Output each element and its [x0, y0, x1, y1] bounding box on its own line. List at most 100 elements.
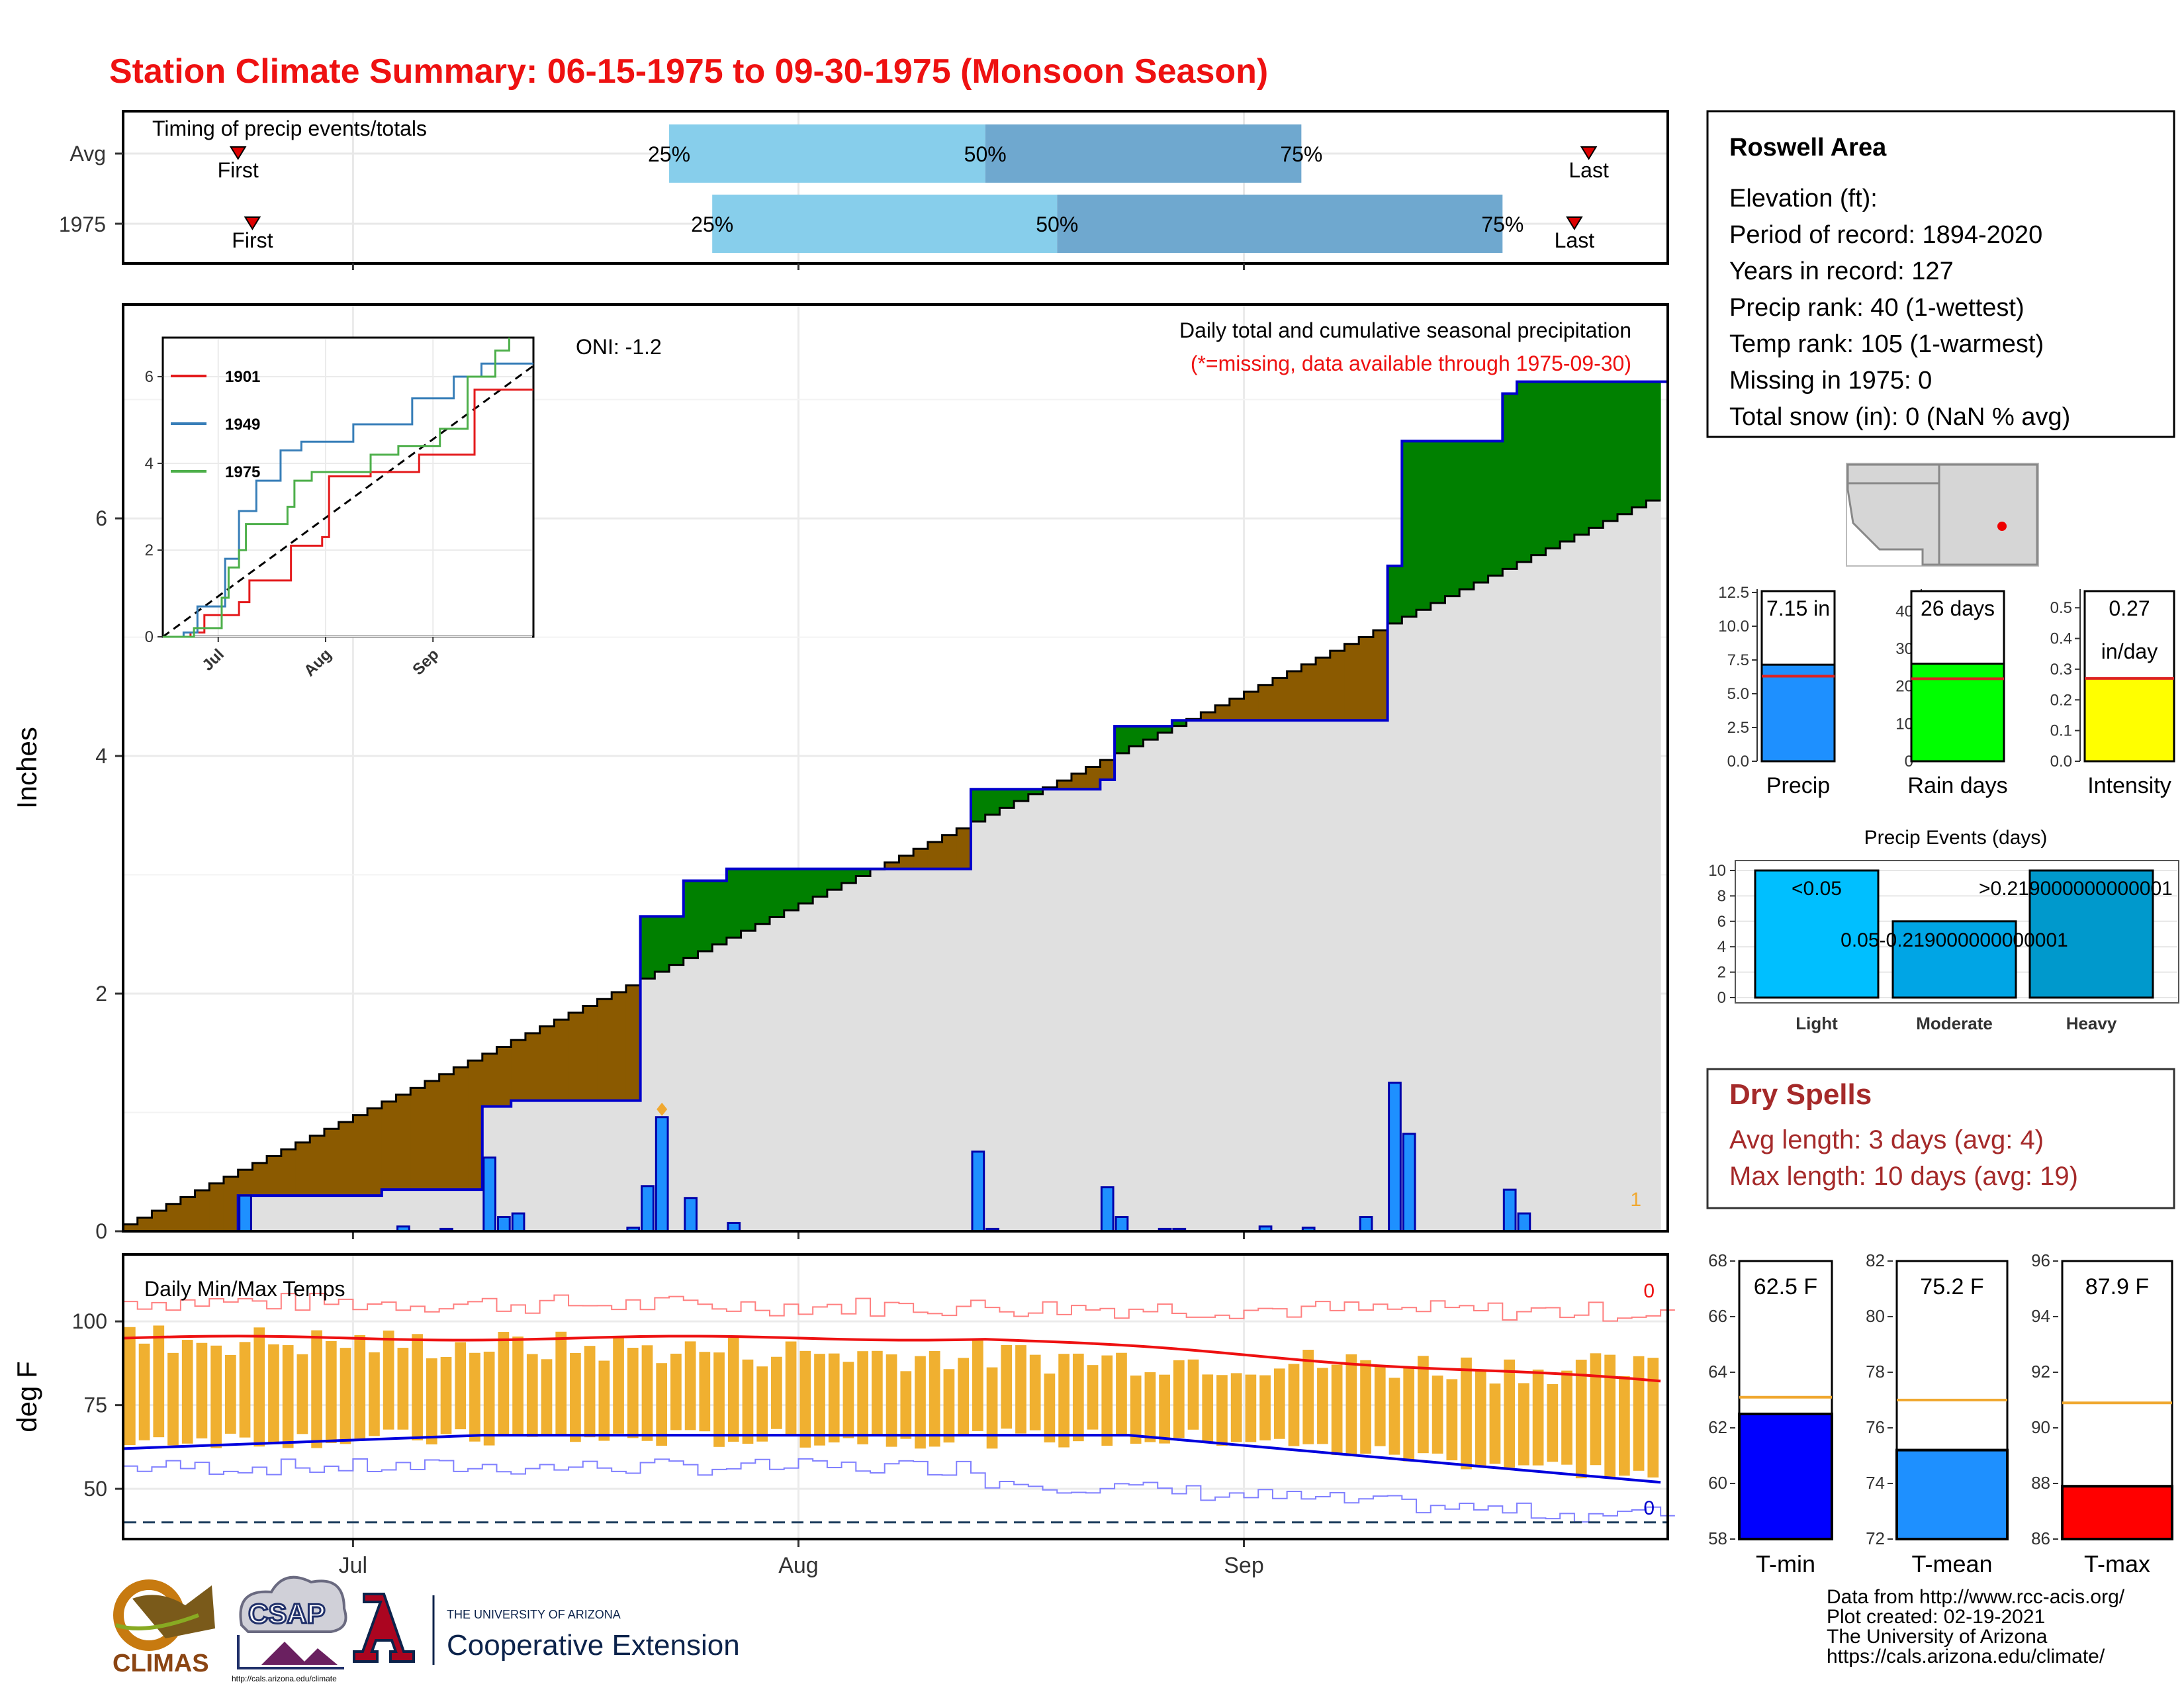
cumulative-base-area [1402, 616, 1417, 1231]
daily-temp-bar [1432, 1376, 1443, 1454]
daily-precip-bar [238, 1194, 252, 1233]
cumulative-base-area [539, 1100, 555, 1231]
map-states [1846, 463, 2038, 566]
temp-title: Daily Min/Max Temps [144, 1277, 345, 1301]
mini-bar-unit-label: in/day [2101, 639, 2158, 663]
mini-ytick-label: 0.3 [2050, 661, 2072, 679]
cumulative-base-area [597, 1100, 612, 1231]
daily-temp-bar [641, 1345, 653, 1441]
events-light-text: <0.05 [1792, 878, 1842, 900]
mini-ytick-label: 0.0 [2050, 753, 2072, 771]
daily-temp-bar [886, 1354, 897, 1447]
info-line-temp-rank: Temp rank: 105 (1-warmest) [1729, 330, 2044, 358]
climas-logo: CLIMAS [113, 1579, 215, 1677]
footer-line-created: Plot created: 02-19-2021 [1827, 1606, 2045, 1628]
cumulative-base-area [669, 964, 684, 1231]
precip-ylabel: Inches [11, 727, 42, 809]
temp-bar-ytick-label: 66 [1708, 1306, 1727, 1326]
cumulative-base-area [1215, 720, 1230, 1231]
cumulative-base-area [1416, 610, 1432, 1231]
above-average-area [770, 868, 785, 917]
ua-small-text: THE UNIVERSITY OF ARIZONA [447, 1608, 621, 1621]
cumulative-base-area [1316, 720, 1331, 1231]
below-average-area [353, 1115, 368, 1196]
daily-temp-bar [799, 1350, 811, 1448]
below-average-area [1301, 664, 1316, 721]
daily-precip-bar [497, 1215, 511, 1233]
cumulative-base-area [1574, 534, 1590, 1232]
cumulative-base-area [755, 923, 770, 1231]
temp-bar-value [1895, 1448, 2009, 1541]
temp-bar-ytick-label: 92 [2031, 1362, 2050, 1382]
cumulative-base-area [582, 1100, 598, 1231]
timing-q75-label: 75% [1481, 212, 1524, 236]
daily-temp-bar [785, 1341, 797, 1436]
cumulative-base-area [1287, 720, 1302, 1231]
corner-count: 1 [1630, 1189, 1641, 1211]
cumulative-base-area [698, 951, 713, 1231]
timing-row-label-year: 1975 [59, 212, 106, 236]
inset-ytick-label: 4 [145, 455, 154, 473]
cumulative-base-area [1057, 789, 1072, 1231]
cumulative-base-area [295, 1196, 310, 1231]
temp-summary-bars: 58 60 62 64 66 68 62.5 F T-min 72 74 76 78 80 82 75.2 … [1708, 1250, 2173, 1577]
daily-temp-bar [972, 1340, 983, 1431]
daily-temp-bar [1101, 1355, 1113, 1446]
above-average-area [726, 868, 742, 938]
missing-note: (*=missing, data available through 1975-… [1191, 352, 1631, 375]
daily-temp-bar [727, 1337, 739, 1442]
mini-ytick-label: 0.2 [2050, 691, 2072, 709]
temp-bar-ytick-label: 62 [1708, 1417, 1727, 1437]
daily-temp-bar [1590, 1353, 1602, 1466]
cumulative-base-area [410, 1190, 426, 1231]
below-average-area [424, 1081, 440, 1190]
below-average-area [1057, 780, 1072, 790]
below-average-area [396, 1094, 411, 1190]
daily-temp-bar [397, 1348, 409, 1430]
daily-temp-bar [1489, 1383, 1501, 1464]
cumulative-base-area [1473, 582, 1489, 1231]
daily-temp-bar [426, 1358, 437, 1445]
above-average-area [1171, 720, 1187, 726]
cumulative-base-area [1143, 739, 1158, 1231]
cumulative-base-area [956, 868, 972, 1231]
daily-temp-bar [670, 1353, 682, 1430]
mini-ytick-label: 0.1 [2050, 722, 2072, 740]
mini-bar-label: Precip [1766, 773, 1830, 798]
cumulative-base-area [640, 978, 655, 1231]
temp-bar-ytick-label: 60 [1708, 1473, 1727, 1493]
daily-temp-bar [541, 1359, 553, 1434]
below-average-area [166, 1203, 181, 1231]
cumulative-base-area [726, 937, 742, 1231]
above-average-area [999, 789, 1015, 808]
events-bar-label: Moderate [1916, 1013, 1993, 1033]
below-average-area [439, 1074, 454, 1190]
daily-temp-bar [526, 1354, 538, 1437]
cumulative-base-area [899, 868, 914, 1231]
temp-bar-ytick-label: 68 [1708, 1250, 1727, 1270]
cumulative-base-area [1028, 794, 1044, 1231]
inset-series-1901 [163, 389, 533, 638]
inset-average-line [162, 365, 534, 638]
cumulative-base-area [1042, 789, 1058, 1231]
cumulative-base-area [999, 808, 1015, 1231]
timing-q75-label: 75% [1280, 142, 1322, 166]
above-average-area [1502, 393, 1518, 569]
footer-line-univ: The University of Arizona [1827, 1626, 2048, 1648]
cumulative-base-area [310, 1196, 325, 1231]
below-average-area [1215, 705, 1230, 721]
daily-temp-bar [1446, 1379, 1458, 1461]
daily-temp-bar [1144, 1372, 1156, 1442]
temp-bar-label: T-mean [1911, 1550, 1992, 1577]
daily-temp-bar [196, 1342, 208, 1438]
footer-line-url: https://cals.arizona.edu/climate/ [1827, 1646, 2105, 1667]
locator-map [1846, 463, 2039, 567]
below-average-area [223, 1176, 239, 1231]
events-ytick-label: 0 [1717, 989, 1726, 1007]
daily-temp-bar [1187, 1359, 1199, 1430]
daily-temp-bar [1072, 1353, 1084, 1442]
events-bar-light [1754, 869, 1880, 999]
cumulative-base-area [1517, 562, 1532, 1231]
daily-temp-bar [1087, 1365, 1099, 1430]
